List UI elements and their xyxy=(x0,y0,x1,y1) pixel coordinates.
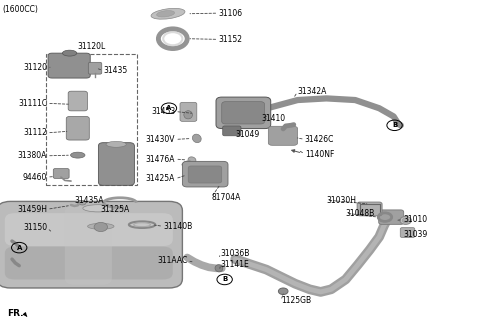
Text: 31459H: 31459H xyxy=(17,205,47,214)
Text: 31426C: 31426C xyxy=(305,135,334,144)
Text: 311AAC: 311AAC xyxy=(157,256,187,265)
FancyBboxPatch shape xyxy=(66,116,89,140)
FancyBboxPatch shape xyxy=(98,143,134,185)
Text: 31435A: 31435A xyxy=(74,196,104,205)
FancyBboxPatch shape xyxy=(216,97,271,129)
Ellipse shape xyxy=(62,50,77,56)
Text: 31112: 31112 xyxy=(23,128,47,137)
Ellipse shape xyxy=(192,134,201,143)
FancyBboxPatch shape xyxy=(65,206,112,285)
FancyBboxPatch shape xyxy=(48,53,90,78)
Text: B: B xyxy=(392,122,397,128)
Ellipse shape xyxy=(94,222,108,232)
FancyBboxPatch shape xyxy=(5,247,173,279)
Ellipse shape xyxy=(77,200,86,205)
Text: 31425A: 31425A xyxy=(146,174,175,183)
Ellipse shape xyxy=(188,157,196,163)
Text: A: A xyxy=(166,105,172,111)
Text: 31049: 31049 xyxy=(235,130,260,139)
Text: 31106: 31106 xyxy=(218,9,242,18)
FancyBboxPatch shape xyxy=(0,201,182,288)
FancyBboxPatch shape xyxy=(5,213,173,246)
Text: FR.: FR. xyxy=(7,309,24,318)
Text: 31410: 31410 xyxy=(262,113,286,123)
Text: 31120L: 31120L xyxy=(77,42,105,51)
Ellipse shape xyxy=(151,9,185,19)
Text: 31140B: 31140B xyxy=(163,222,192,231)
Ellipse shape xyxy=(215,265,223,272)
Text: 31111C: 31111C xyxy=(18,99,47,108)
Text: 31030H: 31030H xyxy=(326,195,356,205)
Text: 31036B: 31036B xyxy=(221,249,250,258)
Text: 1125GB: 1125GB xyxy=(281,296,311,305)
FancyBboxPatch shape xyxy=(222,102,264,124)
Ellipse shape xyxy=(184,111,192,119)
Text: (1600CC): (1600CC) xyxy=(2,5,38,14)
Text: 31150: 31150 xyxy=(23,223,47,233)
FancyBboxPatch shape xyxy=(68,91,87,111)
FancyBboxPatch shape xyxy=(379,210,404,224)
Text: 31125A: 31125A xyxy=(101,205,130,214)
Text: 31435: 31435 xyxy=(103,66,128,75)
Text: B: B xyxy=(222,277,227,282)
Text: 31039: 31039 xyxy=(403,230,428,239)
Text: 31342A: 31342A xyxy=(298,87,327,96)
FancyBboxPatch shape xyxy=(400,228,415,237)
Text: 31453: 31453 xyxy=(151,107,175,116)
Ellipse shape xyxy=(278,288,288,295)
Ellipse shape xyxy=(71,152,85,158)
Text: 31010: 31010 xyxy=(403,215,427,224)
FancyBboxPatch shape xyxy=(88,62,102,74)
Text: 31430V: 31430V xyxy=(146,135,175,144)
Ellipse shape xyxy=(156,10,175,17)
FancyBboxPatch shape xyxy=(357,202,382,216)
Text: 31048B: 31048B xyxy=(346,209,375,218)
FancyBboxPatch shape xyxy=(268,126,298,145)
Ellipse shape xyxy=(400,216,411,224)
FancyBboxPatch shape xyxy=(188,166,222,183)
Text: 31141E: 31141E xyxy=(221,259,250,269)
Text: 31152: 31152 xyxy=(218,35,242,44)
Text: 31120: 31120 xyxy=(23,63,47,72)
Text: 31380A: 31380A xyxy=(18,151,47,160)
FancyBboxPatch shape xyxy=(223,126,241,136)
Text: 1140NF: 1140NF xyxy=(305,150,334,159)
Text: 94460: 94460 xyxy=(23,173,47,182)
FancyBboxPatch shape xyxy=(180,102,197,121)
Text: 81704A: 81704A xyxy=(211,193,240,202)
Text: 31476A: 31476A xyxy=(146,154,175,164)
Ellipse shape xyxy=(106,141,126,147)
FancyBboxPatch shape xyxy=(53,169,69,178)
Ellipse shape xyxy=(83,205,114,212)
Ellipse shape xyxy=(402,218,409,223)
Text: A: A xyxy=(16,245,22,251)
FancyBboxPatch shape xyxy=(182,161,228,187)
Ellipse shape xyxy=(87,223,114,229)
